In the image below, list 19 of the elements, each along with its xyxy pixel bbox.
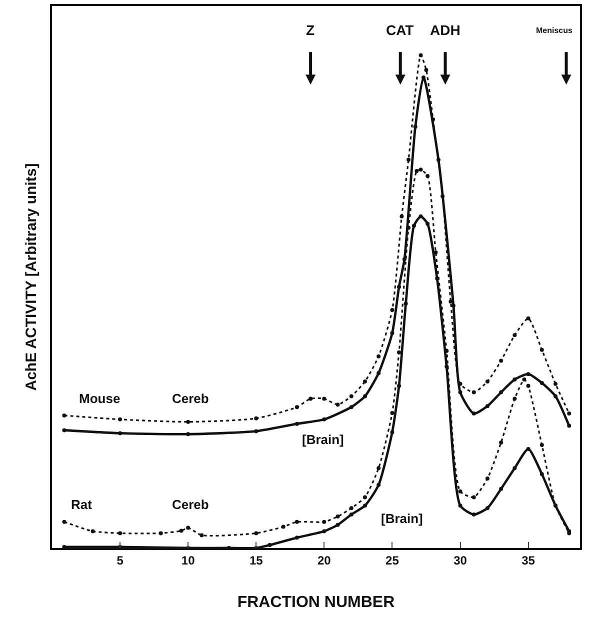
x-tick-label: 30 [454, 553, 468, 568]
annotation: [Brain] [381, 511, 423, 526]
x-tick-label: 35 [522, 553, 536, 568]
x-tick-label: 10 [181, 553, 196, 568]
x-axis-title: FRACTION NUMBER [237, 594, 396, 611]
annotation: Mouse [79, 391, 120, 406]
x-tick-label: 20 [317, 553, 332, 568]
x-tick-label: 25 [386, 553, 400, 568]
annotation: CAT [386, 22, 414, 38]
annotation: Cereb [172, 497, 209, 512]
x-tick-label: 5 [116, 553, 124, 568]
annotation: ADH [430, 22, 460, 38]
y-axis-title: AchE ACTIVITY [Arbitrary units] [22, 163, 40, 391]
annotation: Cereb [172, 391, 209, 406]
annotation: Z [306, 22, 315, 38]
x-tick-label: 15 [249, 553, 264, 568]
annotation: Rat [71, 497, 93, 512]
text: Meniscus [536, 26, 574, 35]
annotation: [Brain] [302, 432, 344, 447]
